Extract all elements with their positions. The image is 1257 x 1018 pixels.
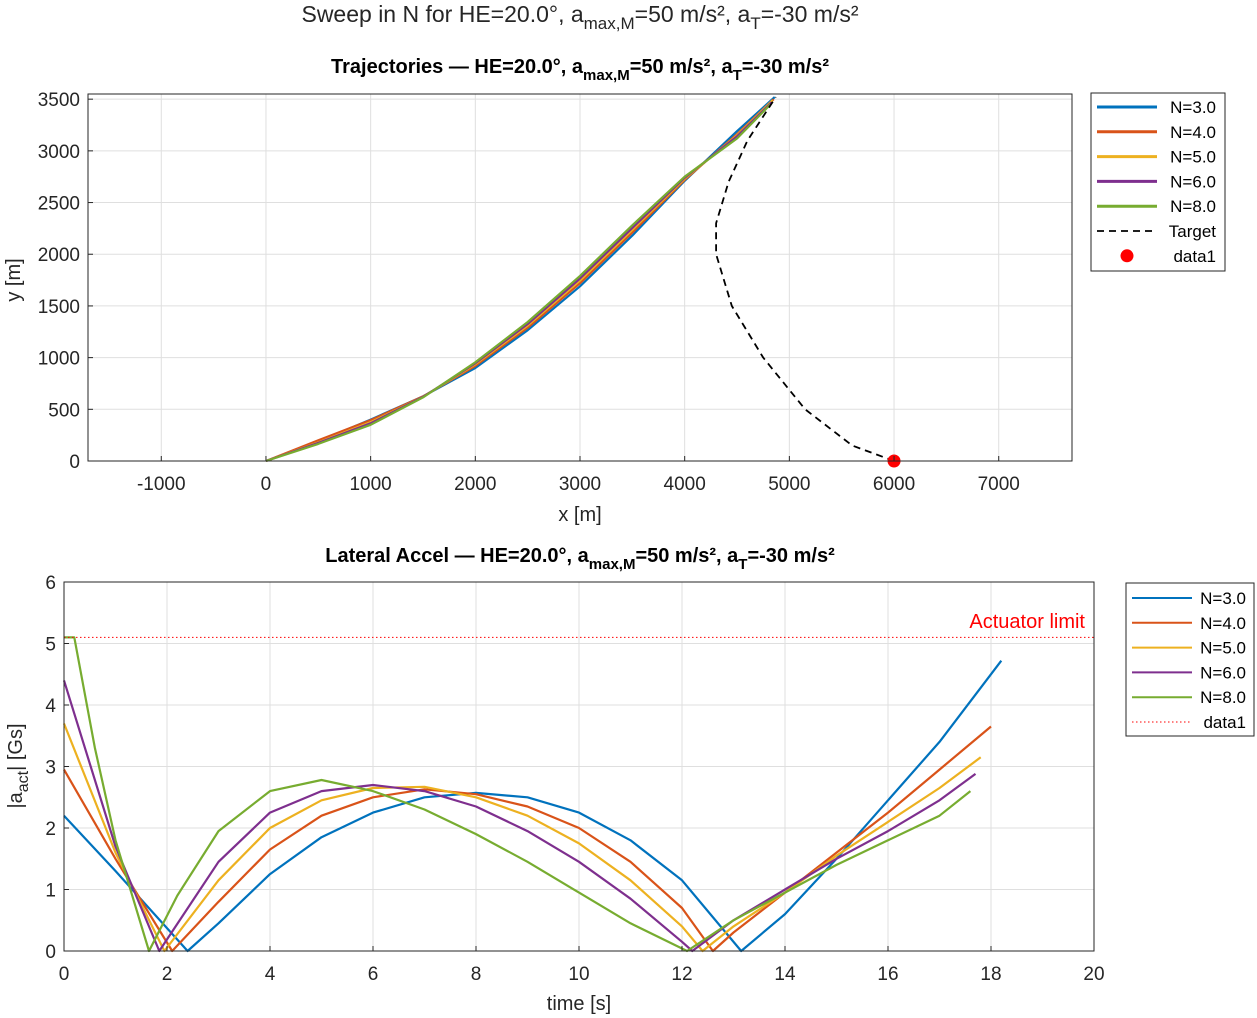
accel-x-tick-label: 4 <box>265 964 276 985</box>
accel-y-tick-label: 4 <box>45 696 56 717</box>
accel-x-tick-label: 16 <box>877 964 898 985</box>
accel-x-tick-label: 10 <box>568 964 589 985</box>
accel-annotation: Actuator limit <box>969 611 1085 633</box>
accel-y-tick-label: 6 <box>45 573 56 594</box>
trajectory-y-tick-label: 3000 <box>38 142 80 163</box>
accel-y-label: |aact| [Gs] <box>5 723 32 808</box>
trajectory-y-tick-label: 1500 <box>38 297 80 318</box>
trajectory-x-tick-label: 5000 <box>768 474 810 495</box>
trajectory-series-n-8-0 <box>265 103 772 463</box>
accel-series <box>62 636 1094 953</box>
accel-y-tick-label: 2 <box>45 819 56 840</box>
trajectory-y-label: y [m] <box>3 258 25 301</box>
accel-legend-label: N=3.0 <box>1200 589 1246 608</box>
accel-y-tick-label: 0 <box>45 942 56 963</box>
accel-legend: N=3.0 N=4.0 N=5.0 N=6.0 N=8.0 data1 <box>1125 582 1255 737</box>
trajectory-legend-label: N=5.0 <box>1170 148 1216 167</box>
trajectory-legend-label: Target <box>1169 222 1217 241</box>
trajectory-x-tick-label: 6000 <box>873 474 915 495</box>
accel-x-tick-label: 18 <box>980 964 1001 985</box>
accel-x-ticks: 0 2 4 6 8 10 12 14 16 18 20 <box>59 946 1105 985</box>
trajectory-x-tick-label: 1000 <box>349 474 391 495</box>
trajectory-x-ticks: -1000 0 1000 2000 3000 4000 5000 6000 7000 <box>137 456 1020 495</box>
accel-legend-label: data1 <box>1203 713 1246 732</box>
trajectory-series <box>265 96 901 468</box>
trajectory-x-tick-label: 2000 <box>454 474 496 495</box>
trajectory-legend-label: N=4.0 <box>1170 123 1216 142</box>
trajectory-x-tick-label: 7000 <box>978 474 1020 495</box>
trajectory-series-target <box>715 96 895 462</box>
accel-series-n-4-0 <box>63 725 992 953</box>
accel-y-tick-label: 3 <box>45 758 56 779</box>
trajectory-y-tick-label: 0 <box>69 452 80 473</box>
accel-legend-box <box>1125 582 1255 737</box>
accel-series-n-5-0 <box>62 723 982 953</box>
accel-y-tick-label: 1 <box>45 881 56 902</box>
trajectory-legend-label: data1 <box>1173 247 1216 266</box>
trajectory-y-tick-label: 2500 <box>38 194 80 215</box>
accel-x-tick-label: 12 <box>671 964 692 985</box>
trajectory-x-tick-label: 3000 <box>559 474 601 495</box>
accel-x-tick-label: 8 <box>471 964 482 985</box>
accel-x-tick-label: 0 <box>59 964 70 985</box>
accel-y-tick-label: 5 <box>45 635 56 656</box>
trajectory-x-tick-label: 4000 <box>664 474 706 495</box>
accel-series-n-6-0 <box>62 680 977 953</box>
trajectory-legend-label: N=3.0 <box>1170 98 1216 117</box>
trajectory-x-tick-label: 0 <box>261 474 272 495</box>
accel-title: Lateral Accel — HE=20.0°, amax,M=50 m/s²… <box>325 545 835 573</box>
trajectory-legend-label: N=8.0 <box>1170 197 1216 216</box>
figure-title: Sweep in N for HE=20.0°, amax,M=50 m/s²,… <box>301 1 858 33</box>
accel-x-tick-label: 2 <box>162 964 173 985</box>
accel-x-tick-label: 14 <box>774 964 796 985</box>
trajectory-y-tick-label: 2000 <box>38 245 80 266</box>
accel-legend-label: N=6.0 <box>1200 663 1246 682</box>
accel-x-tick-label: 6 <box>368 964 379 985</box>
trajectory-legend-marker <box>1120 249 1134 263</box>
trajectory-axes: Trajectories — HE=20.0°, amax,M=50 m/s²,… <box>3 56 1226 526</box>
trajectory-legend-label: N=6.0 <box>1170 172 1216 191</box>
accel-series-n-8-0 <box>64 636 972 953</box>
accel-legend-label: N=5.0 <box>1200 639 1246 658</box>
trajectory-y-tick-label: 1000 <box>38 349 80 370</box>
trajectory-y-tick-label: 3500 <box>38 90 80 111</box>
accel-x-tick-label: 20 <box>1083 964 1104 985</box>
accel-x-label: time [s] <box>547 993 611 1015</box>
trajectory-title: Trajectories — HE=20.0°, amax,M=50 m/s²,… <box>331 56 829 84</box>
trajectory-x-label: x [m] <box>558 504 601 526</box>
accel-legend-label: N=8.0 <box>1200 688 1246 707</box>
accel-y-ticks: 0 1 2 3 4 5 6 <box>45 573 69 963</box>
trajectory-legend: N=3.0 N=4.0 N=5.0 N=6.0 N=8.0 Target data1 <box>1090 92 1226 272</box>
trajectory-y-ticks: 0 500 1000 1500 2000 2500 3000 3500 <box>38 90 93 473</box>
trajectory-y-tick-label: 500 <box>48 400 80 421</box>
accel-legend-label: N=4.0 <box>1200 614 1246 633</box>
accel-axes: Lateral Accel — HE=20.0°, amax,M=50 m/s²… <box>5 545 1255 1015</box>
trajectory-x-tick-label: -1000 <box>137 474 186 495</box>
